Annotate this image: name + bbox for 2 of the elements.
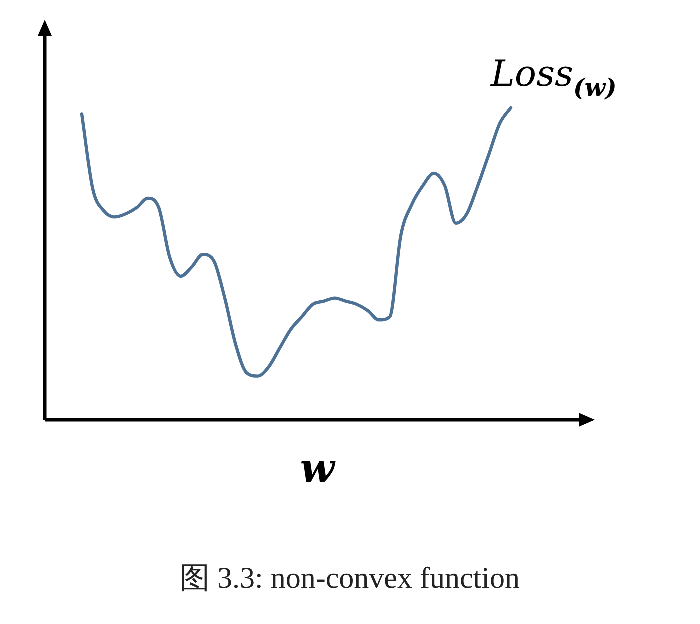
x-axis-title: w (300, 445, 336, 492)
caption: 图 3.3: non-convex function (179, 561, 521, 597)
